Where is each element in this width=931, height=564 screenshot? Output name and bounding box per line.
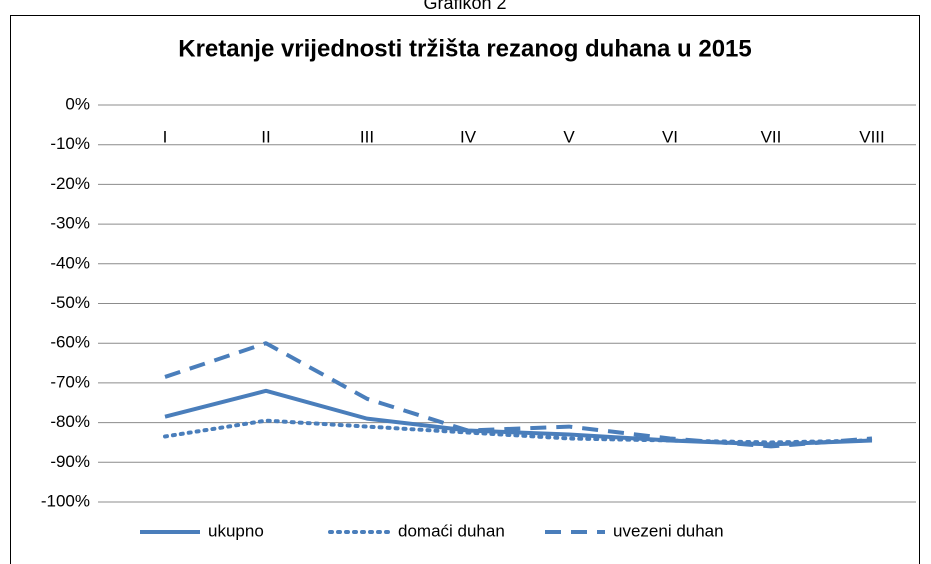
y-tick-label: 0% — [65, 94, 90, 113]
y-tick-label: -80% — [50, 412, 90, 431]
legend-label: uvezeni duhan — [613, 521, 724, 540]
y-tick-label: -100% — [41, 491, 90, 510]
legend-label: domaći duhan — [398, 521, 505, 540]
y-tick-label: -60% — [50, 333, 90, 352]
y-tick-label: -30% — [50, 214, 90, 233]
x-tick-label: V — [563, 127, 575, 146]
x-tick-label: III — [360, 127, 374, 146]
caption: Grafikon 2 — [423, 0, 506, 13]
x-tick-label: VIII — [859, 127, 885, 146]
series-line — [163, 418, 874, 445]
y-tick-label: -20% — [50, 174, 90, 193]
chart-frame — [10, 15, 920, 564]
chart-title: Kretanje vrijednosti tržišta rezanog duh… — [178, 35, 752, 62]
legend-label: ukupno — [208, 521, 264, 540]
x-tick-label: I — [163, 127, 168, 146]
y-tick-label: -90% — [50, 452, 90, 471]
y-tick-label: -40% — [50, 253, 90, 272]
x-tick-label: VI — [662, 127, 678, 146]
x-tick-label: IV — [460, 127, 477, 146]
x-tick-label: VII — [761, 127, 782, 146]
y-tick-label: -10% — [50, 134, 90, 153]
series-line — [164, 341, 873, 449]
x-tick-label: II — [261, 127, 270, 146]
y-tick-label: -70% — [50, 372, 90, 391]
y-tick-label: -50% — [50, 293, 90, 312]
